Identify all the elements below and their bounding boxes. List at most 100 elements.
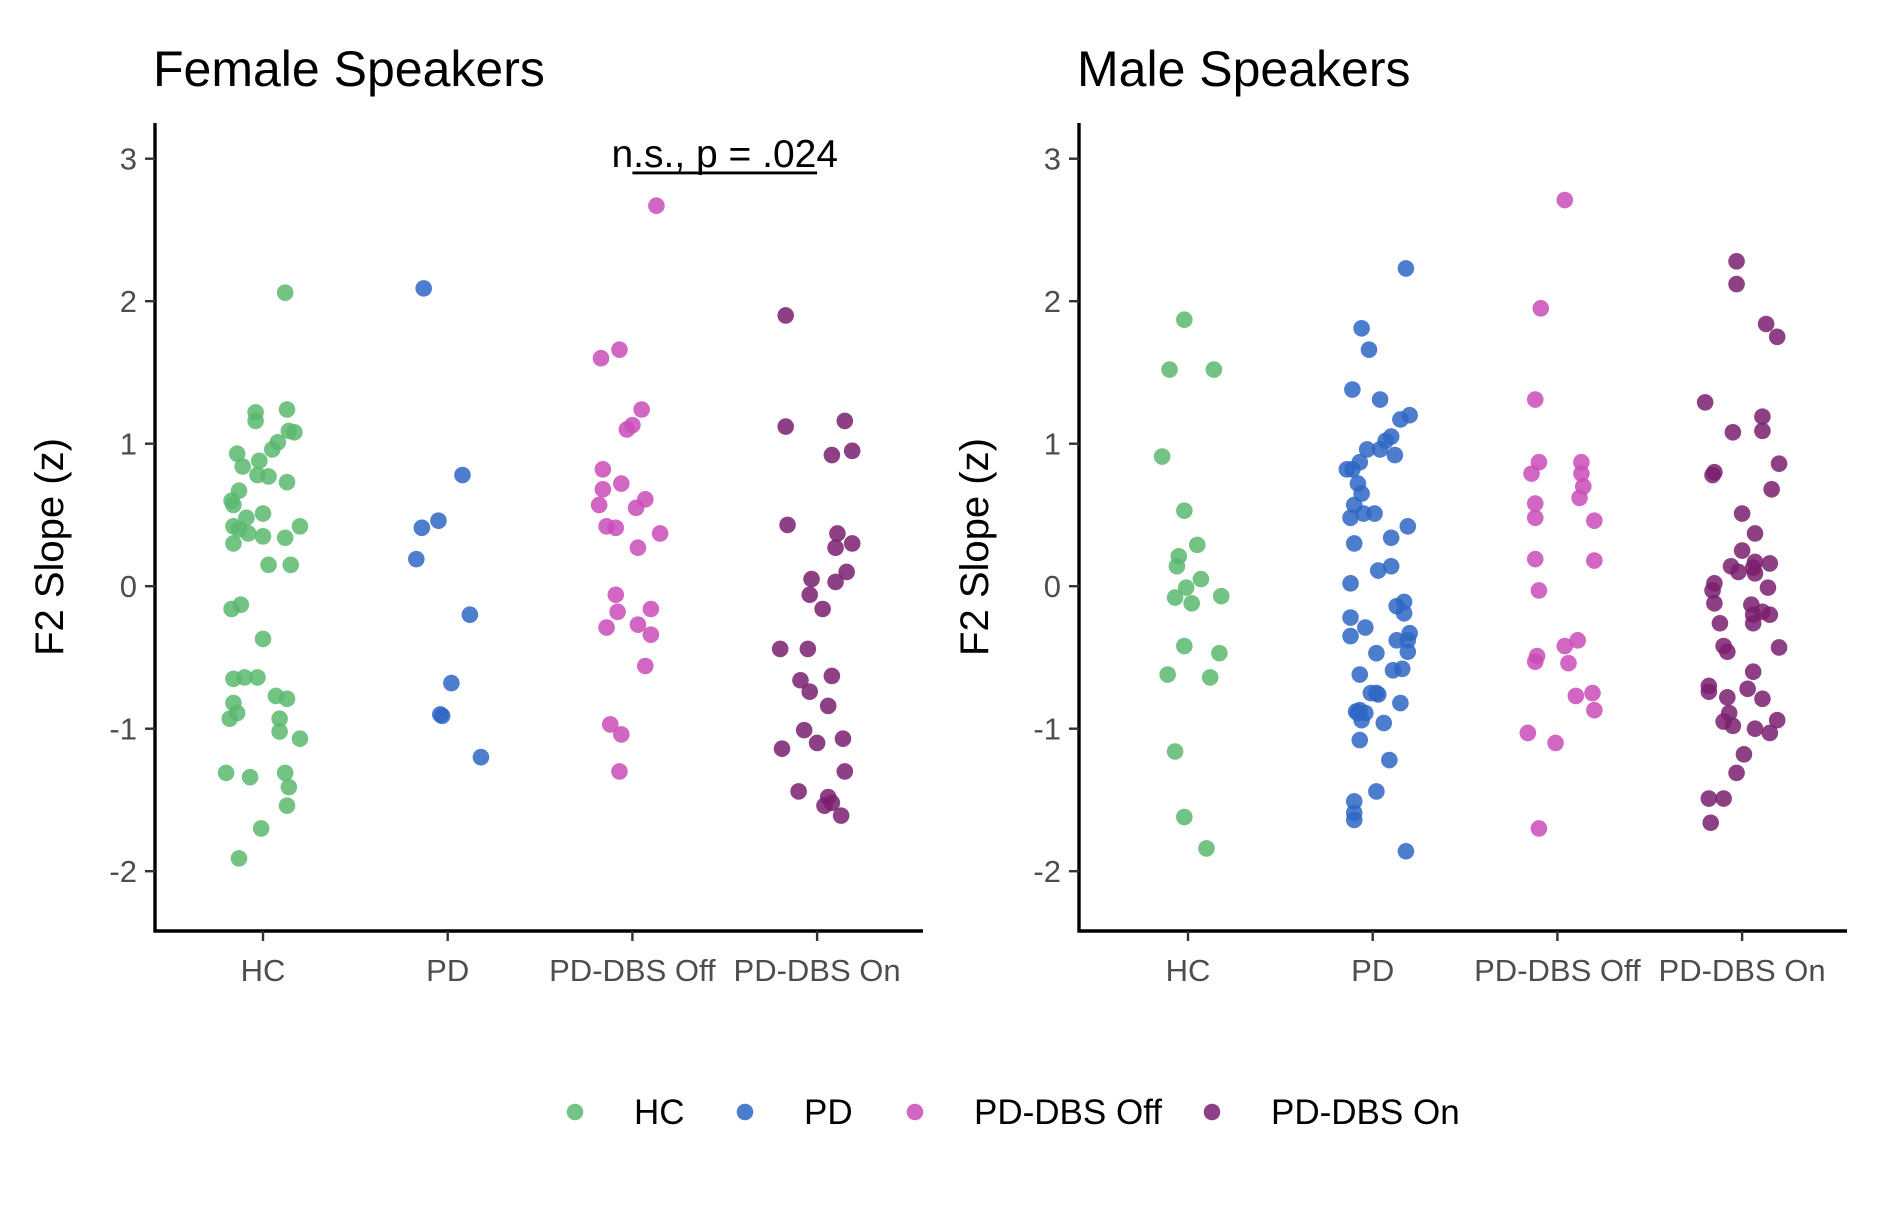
data-point [1744,614,1762,632]
data-point [1526,495,1544,512]
data-point [1519,724,1537,742]
x-tick-label: PD-DBS On [1659,953,1826,988]
data-point [594,481,612,498]
data-point [777,307,795,324]
data-point [217,764,235,782]
data-point [642,600,660,618]
data-point [1386,446,1404,464]
data-point [795,721,813,739]
data-point [241,768,259,786]
data-point [1526,391,1544,408]
data-point [276,284,294,301]
data-point [829,525,846,542]
data-point [1770,639,1788,656]
data-point [1700,790,1718,807]
data-point [278,797,296,814]
data-point [1700,683,1718,700]
panel-male-speakers: Male Speakers F2 Slope (z) -2 -1 0 1 2 3 HC PD PD-… [953,41,1847,988]
series-hc [1153,311,1230,857]
data-point [254,505,272,522]
data-point [260,468,277,485]
data-point [1768,328,1786,346]
data-point [1358,441,1376,458]
data-point [1763,481,1780,498]
data-point [1586,552,1603,569]
data-point [642,626,660,643]
data-point [225,535,242,552]
series-pd-dbs-on [771,307,861,824]
data-point [624,416,641,434]
data-point [1176,637,1193,655]
y-tick-label: 0 [120,569,137,604]
data-point [1392,411,1409,428]
data-point [1368,644,1385,662]
data-point [1168,557,1186,575]
data-point [271,723,288,740]
data-point [1166,743,1184,760]
legend-key [736,1103,754,1121]
data-point [799,640,817,658]
data-point [1770,455,1788,472]
data-point [291,518,309,535]
x-tick-label: PD-DBS Off [549,953,716,988]
data-point [1371,441,1389,458]
data-point [1711,614,1729,632]
data-point [1573,465,1590,482]
data-point [1153,448,1171,465]
data-point [1754,422,1771,440]
significance-label: n.s., p = .024 [611,133,838,176]
data-point [1344,381,1361,398]
data-point [1368,783,1385,800]
data-point [1176,502,1193,519]
data-point [633,401,650,418]
data-point [1201,669,1219,686]
data-point [1188,536,1206,554]
data-point [1735,746,1753,763]
data-point [1395,604,1413,622]
data-point [1392,694,1409,712]
y-tick-label: -2 [1033,854,1061,889]
data-point [221,710,239,728]
data-point [814,600,831,618]
data-point [598,619,615,636]
data-point [611,341,628,358]
data-point [1399,632,1417,649]
y-tick-label: 2 [120,284,137,319]
legend-key [1203,1103,1221,1121]
data-point [823,446,841,464]
data-point [790,783,807,800]
data-point [613,726,630,743]
data-point [1342,509,1359,527]
legend-item-pd-dbs-off: PD-DBS Off [906,1093,1162,1132]
x-tick-label: PD [426,953,469,988]
data-point [1369,562,1387,579]
legend-item-pd-dbs-on: PD-DBS On [1203,1093,1460,1132]
data-point [1739,680,1756,698]
data-point [1338,461,1356,478]
data-point [1371,391,1389,408]
data-point [594,461,612,478]
data-point [1345,811,1363,829]
data-point [648,197,665,215]
data-point [601,716,619,733]
legend-item-pd: PD [736,1093,853,1132]
data-point [1399,643,1417,661]
data-point [1746,720,1764,737]
data-point [1567,687,1585,705]
data-point [282,556,300,574]
data-point [1761,555,1779,572]
data-point [1176,808,1193,826]
data-point [1569,632,1587,649]
panel-title: Male Speakers [1077,41,1411,97]
legend: HC PD PD-DBS Off PD-DBS On [566,1093,1460,1132]
data-point [1362,684,1380,702]
legend-key [566,1103,584,1121]
data-point [1397,842,1415,860]
x-tick-label: HC [241,953,286,988]
data-point [1560,654,1577,672]
data-point [1586,512,1603,529]
data-point [1198,840,1215,857]
y-tick-label: 1 [1044,427,1061,462]
data-point [803,570,820,588]
data-point [1754,690,1771,708]
